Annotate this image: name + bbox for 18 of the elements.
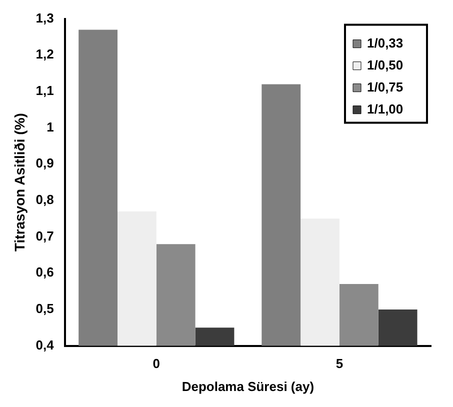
- legend-label: 1/0,75: [367, 79, 404, 94]
- y-tick-label: 1,2: [36, 46, 54, 62]
- y-tick-label: 0,4: [36, 337, 55, 352]
- y-tick-label: 1: [46, 119, 54, 134]
- x-tick-label: 0: [152, 356, 160, 372]
- y-tick-label: 0,6: [36, 264, 54, 280]
- x-tick-label: 5: [336, 356, 344, 372]
- y-axis-title: Titrasyon Asitliði (%): [11, 113, 28, 252]
- y-tick-label: 1,1: [36, 83, 54, 98]
- x-axis-title: Depolama Süresi (ay): [182, 378, 314, 394]
- legend-label: 1/0,50: [367, 57, 404, 72]
- legend-label: 1/0,33: [367, 35, 404, 50]
- y-tick-label: 0,8: [36, 192, 54, 208]
- y-tick-label: 1,3: [36, 10, 54, 26]
- y-tick-label: 0,7: [36, 228, 54, 244]
- legend-label: 1/1,00: [367, 101, 404, 116]
- y-tick-label: 0,9: [36, 156, 54, 171]
- y-tick-label: 0,5: [36, 301, 54, 316]
